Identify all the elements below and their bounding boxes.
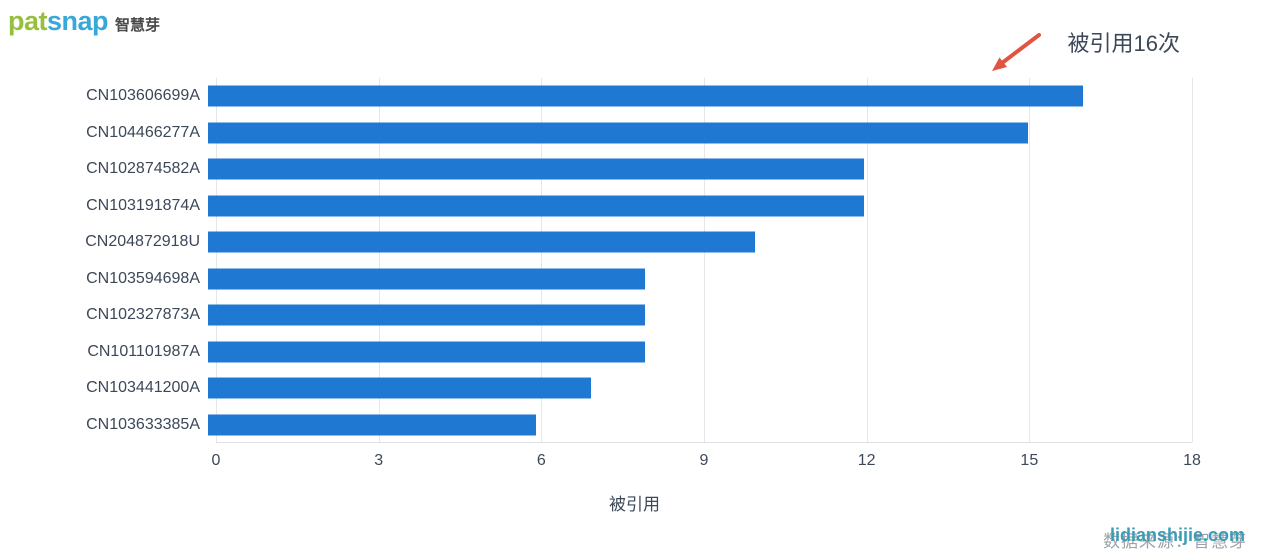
x-axis-tick-label: 15 (1020, 452, 1039, 469)
bar[interactable] (208, 268, 646, 290)
chart-row: CN104466277A (0, 115, 1269, 152)
y-axis-label: CN204872918U (85, 233, 200, 251)
bar-track (208, 115, 1192, 152)
y-axis-label: CN101101987A (87, 342, 200, 360)
bar[interactable] (208, 414, 536, 436)
gridline (866, 78, 868, 442)
chart-row: CN103606699A (0, 78, 1269, 115)
patsnap-logo: pat snap 智慧芽 (8, 8, 160, 35)
bar[interactable] (208, 377, 591, 399)
bar-rows: CN103606699A CN104466277A CN102874582A CN10… (0, 78, 1269, 443)
bar-track (208, 297, 1192, 334)
citations-bar-chart: CN103606699A CN104466277A CN102874582A CN10… (0, 78, 1269, 515)
y-axis-label: CN103594698A (86, 269, 200, 287)
y-axis-label: CN103441200A (86, 379, 200, 397)
bar[interactable] (208, 122, 1028, 144)
y-axis-label: CN102874582A (86, 160, 200, 178)
bar[interactable] (208, 304, 646, 326)
annotation: 被引用16次 (969, 0, 1269, 80)
bar-track (208, 370, 1192, 407)
bar-track (208, 78, 1192, 115)
logo-text-snap: snap (47, 6, 109, 36)
gridline (541, 78, 543, 442)
chart-row: CN103191874A (0, 188, 1269, 225)
bar[interactable] (208, 158, 864, 180)
watermark: lidianshijie.com 数据来源：智慧芽 (1103, 526, 1247, 550)
plot-area: CN103606699A CN104466277A CN102874582A CN10… (0, 78, 1269, 443)
x-axis-tick-label: 3 (374, 452, 384, 469)
chart-row: CN103594698A (0, 261, 1269, 298)
y-axis-label: CN102327873A (86, 306, 200, 324)
x-axis-tick-label: 12 (857, 452, 876, 469)
bar[interactable] (208, 231, 755, 253)
bar[interactable] (208, 341, 646, 363)
bar[interactable] (208, 195, 864, 217)
x-axis-ticks: 0 3 6 9 12 15 18 (212, 452, 1201, 472)
gridline (704, 78, 705, 442)
x-axis-tick-label: 9 (699, 452, 709, 469)
x-axis-tick-label: 0 (211, 452, 221, 469)
x-axis-title: 被引用 (609, 495, 660, 514)
bar-track (208, 224, 1192, 261)
watermark-source: 数据来源：智慧芽 (1103, 532, 1247, 551)
chart-row: CN103633385A (0, 407, 1269, 444)
bar-track (208, 407, 1192, 444)
watermark-site: lidianshijie.com (1109, 525, 1245, 545)
bar-track (208, 151, 1192, 188)
gridline (378, 78, 380, 442)
bar[interactable] (208, 85, 1083, 107)
gridline (216, 78, 217, 442)
chart-row: CN101101987A (0, 334, 1269, 371)
gridline (1192, 78, 1193, 442)
y-axis-label: CN103191874A (86, 196, 200, 214)
bar-track (208, 261, 1192, 298)
chart-row: CN204872918U (0, 224, 1269, 261)
x-axis-tick-label: 18 (1183, 452, 1201, 469)
bar-track (208, 334, 1192, 371)
arrow-icon (992, 33, 1041, 71)
bar-track (208, 188, 1192, 225)
y-axis-label: CN103633385A (86, 415, 200, 433)
x-axis-tick-label: 6 (536, 452, 546, 469)
logo-text-cn: 智慧芽 (115, 17, 161, 34)
logo-text-pat: pat (8, 6, 48, 36)
annotation-label: 被引用16次 (1067, 31, 1180, 56)
gridline (1029, 78, 1031, 442)
chart-row: CN103441200A (0, 370, 1269, 407)
chart-row: CN102327873A (0, 297, 1269, 334)
gridlines (216, 78, 1193, 443)
y-axis-label: CN103606699A (86, 87, 200, 105)
y-axis-label: CN104466277A (86, 123, 200, 141)
chart-row: CN102874582A (0, 151, 1269, 188)
